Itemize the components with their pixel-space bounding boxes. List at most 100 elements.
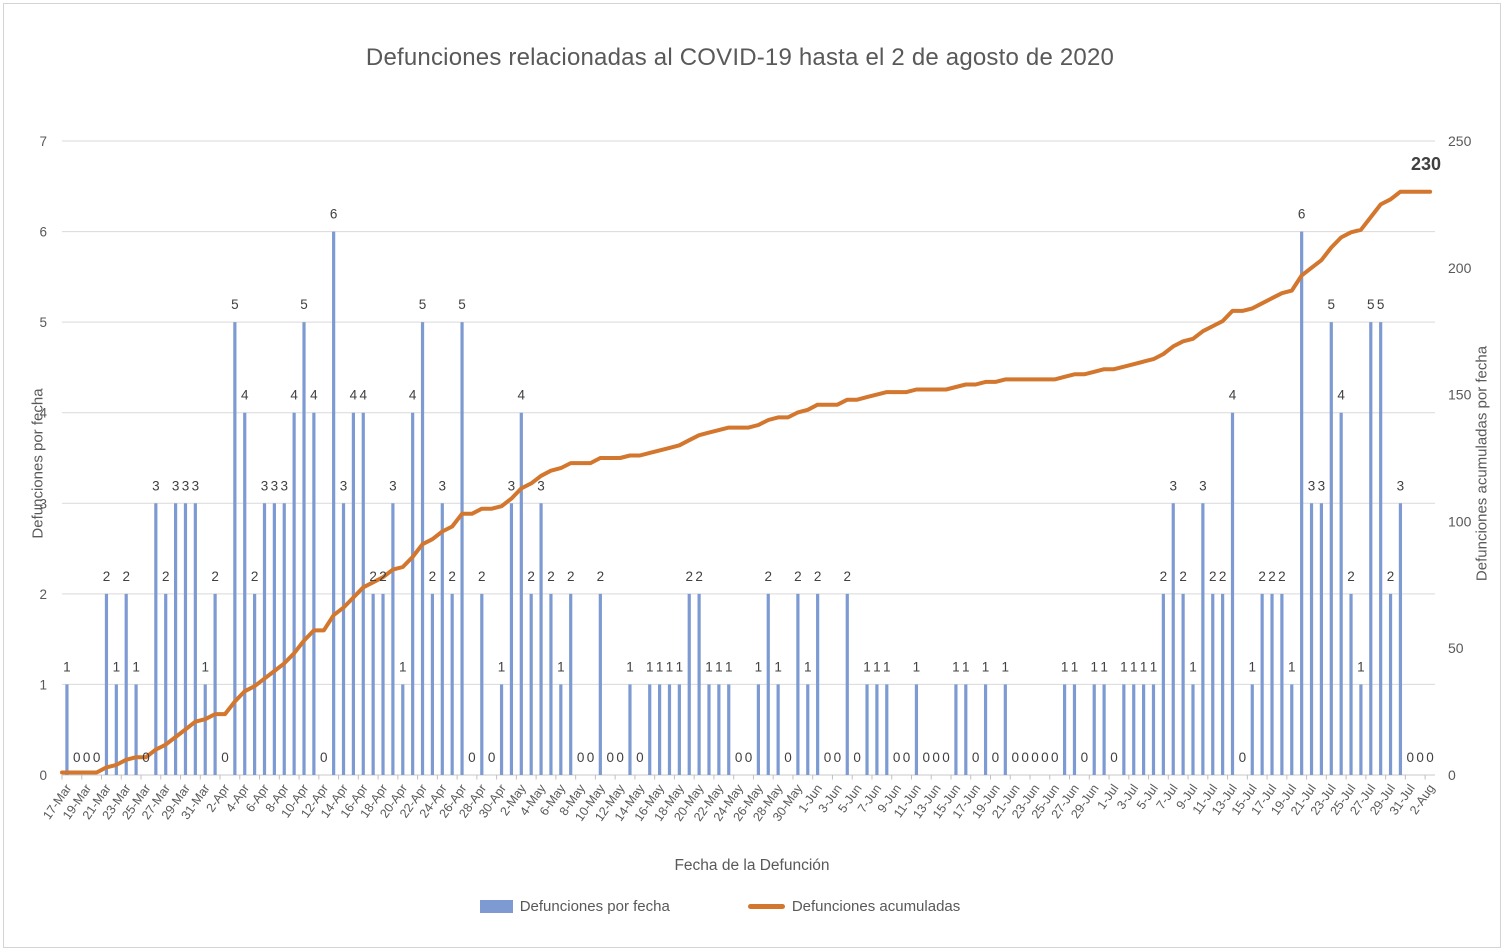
right-axis-tick-label: 150	[1448, 387, 1472, 403]
bar-value-label: 1	[1061, 659, 1069, 674]
bar	[1339, 412, 1343, 775]
bar-value-label: 5	[300, 297, 308, 312]
bar	[1122, 684, 1126, 775]
bar	[124, 593, 128, 775]
right-axis-tick-label: 0	[1448, 767, 1456, 783]
bar-value-label: 5	[1328, 297, 1336, 312]
bar-value-label: 0	[73, 750, 81, 765]
bar	[460, 322, 464, 775]
bar-value-label: 0	[488, 750, 496, 765]
legend-line-swatch-icon	[747, 904, 785, 909]
bar-value-label: 1	[498, 659, 506, 674]
chart-frame	[3, 3, 1501, 948]
bar-value-label: 0	[587, 750, 595, 765]
bar-value-label: 1	[1071, 659, 1079, 674]
cumulative-end-label: 230	[1411, 154, 1441, 174]
bar	[272, 503, 276, 775]
bar-value-label: 0	[93, 750, 101, 765]
bar-value-label: 0	[606, 750, 614, 765]
bar-value-label: 2	[794, 569, 802, 584]
bar-value-label: 2	[211, 569, 219, 584]
bar	[1270, 593, 1274, 775]
bar	[559, 684, 563, 775]
bar-value-label: 0	[1110, 750, 1118, 765]
bar	[677, 684, 681, 775]
left-axis-tick-label: 6	[39, 225, 47, 240]
bar	[114, 684, 118, 775]
bar	[282, 503, 286, 775]
bar	[875, 684, 879, 775]
bar-value-label: 0	[1426, 750, 1434, 765]
bar	[658, 684, 662, 775]
left-axis-tick-label: 5	[39, 315, 47, 330]
bar-value-label: 0	[221, 750, 229, 765]
bar-value-label: 1	[676, 659, 684, 674]
bar	[549, 593, 553, 775]
bar-value-label: 0	[784, 750, 792, 765]
bar-value-label: 2	[1268, 569, 1276, 584]
bar-value-label: 3	[1169, 478, 1177, 493]
bar	[351, 412, 355, 775]
bar-value-label: 2	[814, 569, 822, 584]
bar	[628, 684, 632, 775]
bar	[430, 593, 435, 775]
bar	[1161, 593, 1165, 775]
bar	[509, 503, 514, 775]
bar	[243, 412, 247, 775]
x-axis-date-label: 5-Jul	[1134, 782, 1161, 812]
bar-value-label: 0	[834, 750, 842, 765]
bar-value-label: 3	[389, 478, 397, 493]
bar-value-label: 2	[1209, 569, 1217, 584]
bar-value-label: 2	[1347, 569, 1355, 584]
bar	[1260, 593, 1264, 775]
bar-value-label: 1	[1150, 659, 1158, 674]
bar-value-label: 4	[310, 388, 318, 403]
bar-value-label: 1	[1130, 659, 1138, 674]
bar-value-label: 2	[1278, 569, 1286, 584]
bar-value-label: 5	[419, 297, 427, 312]
bar	[312, 412, 316, 775]
bar	[1379, 322, 1383, 775]
bar	[411, 412, 415, 775]
bar-value-label: 4	[1337, 388, 1345, 403]
bar-value-label: 0	[83, 750, 91, 765]
bar	[1191, 684, 1195, 775]
bar-value-label: 0	[903, 750, 911, 765]
bar	[1211, 593, 1215, 775]
bar	[183, 503, 188, 775]
bar	[1092, 684, 1096, 775]
left-axis-tick-label: 2	[39, 587, 47, 602]
bar-value-label: 3	[172, 478, 180, 493]
bar	[707, 684, 711, 775]
bar-value-label: 1	[755, 659, 763, 674]
bar	[1359, 684, 1363, 775]
right-axis-tick-label: 100	[1448, 513, 1472, 529]
bar-value-label: 1	[1090, 659, 1098, 674]
x-axis-title: Fecha de la Defunción	[674, 857, 830, 874]
bar	[1349, 593, 1353, 775]
bar-value-label: 4	[1229, 388, 1237, 403]
bar-value-label: 0	[992, 750, 1000, 765]
bar	[213, 593, 217, 775]
bar-value-label: 0	[577, 750, 585, 765]
bar	[154, 503, 158, 775]
bar	[1230, 412, 1235, 775]
bar-value-label: 3	[1318, 478, 1326, 493]
bar	[1398, 503, 1403, 775]
bar	[332, 231, 336, 776]
legend: Defunciones por fecha Defunciones acumul…	[0, 898, 1440, 915]
bar-value-label: 1	[873, 659, 881, 674]
bar-value-label: 2	[103, 569, 111, 584]
x-axis-date-label: 7-Jul	[1154, 782, 1181, 812]
bar-value-label: 2	[685, 569, 693, 584]
right-axis-tick-label: 250	[1448, 133, 1472, 149]
bar-value-label: 1	[132, 659, 140, 674]
bar-value-label: 2	[379, 569, 387, 584]
bar-value-label: 0	[735, 750, 743, 765]
bar	[806, 684, 810, 775]
bar-value-label: 3	[1308, 478, 1316, 493]
bar	[1250, 684, 1254, 775]
bar-value-label: 1	[626, 659, 634, 674]
bar	[697, 593, 701, 775]
